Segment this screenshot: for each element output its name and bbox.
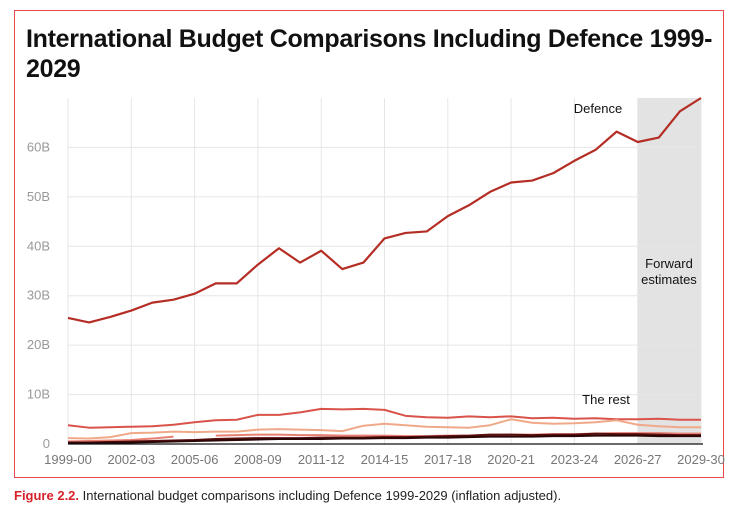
y-tick-label: 10B (27, 387, 50, 402)
forward-estimates-shade (637, 98, 701, 444)
axes: 1999-00 2002-03 2005-06 2008-09 2011-12 2014-… (27, 139, 725, 467)
chart-title: International Budget Comparisons Includi… (26, 25, 713, 83)
forward-estimates-label-line1: Forward (645, 256, 693, 271)
series-line-rest_5 (68, 434, 701, 445)
y-tick-label: 20B (27, 337, 50, 352)
figure-frame (14, 10, 724, 478)
series-line-rest_1 (67, 407, 701, 429)
series-lines (67, 97, 702, 445)
gridlines (67, 98, 702, 444)
rest-label: The rest (582, 392, 630, 407)
x-tick-label: 2002-03 (107, 452, 155, 467)
caption-text: International budget comparisons includi… (79, 488, 562, 503)
x-tick-label: 1999-00 (44, 452, 92, 467)
figure-caption: Figure 2.2. International budget compari… (14, 488, 561, 503)
y-tick-label: 60B (27, 139, 50, 154)
x-tick-label: 2011-12 (298, 452, 345, 467)
forward-estimates-label-line2: estimates (641, 272, 697, 287)
x-tick-label: 2020-21 (487, 452, 535, 467)
forward-estimates-region (637, 98, 701, 444)
annotations: Defence The rest Forward estimates (574, 101, 698, 407)
y-tick-label: 30B (27, 288, 50, 303)
x-tick-label: 2029-30 (677, 452, 725, 467)
x-tick-label: 2023-24 (551, 452, 599, 467)
x-tick-label: 2005-06 (171, 452, 219, 467)
series-line-rest_2 (67, 418, 701, 440)
y-tick-label: 50B (27, 189, 50, 204)
x-tick-label: 2014-15 (361, 452, 409, 467)
x-tick-label: 2017-18 (424, 452, 472, 467)
figure-label: Figure 2.2. (14, 488, 80, 503)
x-tick-label: 2008-09 (234, 452, 282, 467)
y-tick-label: 40B (27, 238, 50, 253)
defence-label: Defence (574, 101, 622, 116)
y-tick-label: 0 (43, 436, 50, 451)
series-line-defence (67, 97, 702, 324)
x-tick-label: 2026-27 (614, 452, 662, 467)
